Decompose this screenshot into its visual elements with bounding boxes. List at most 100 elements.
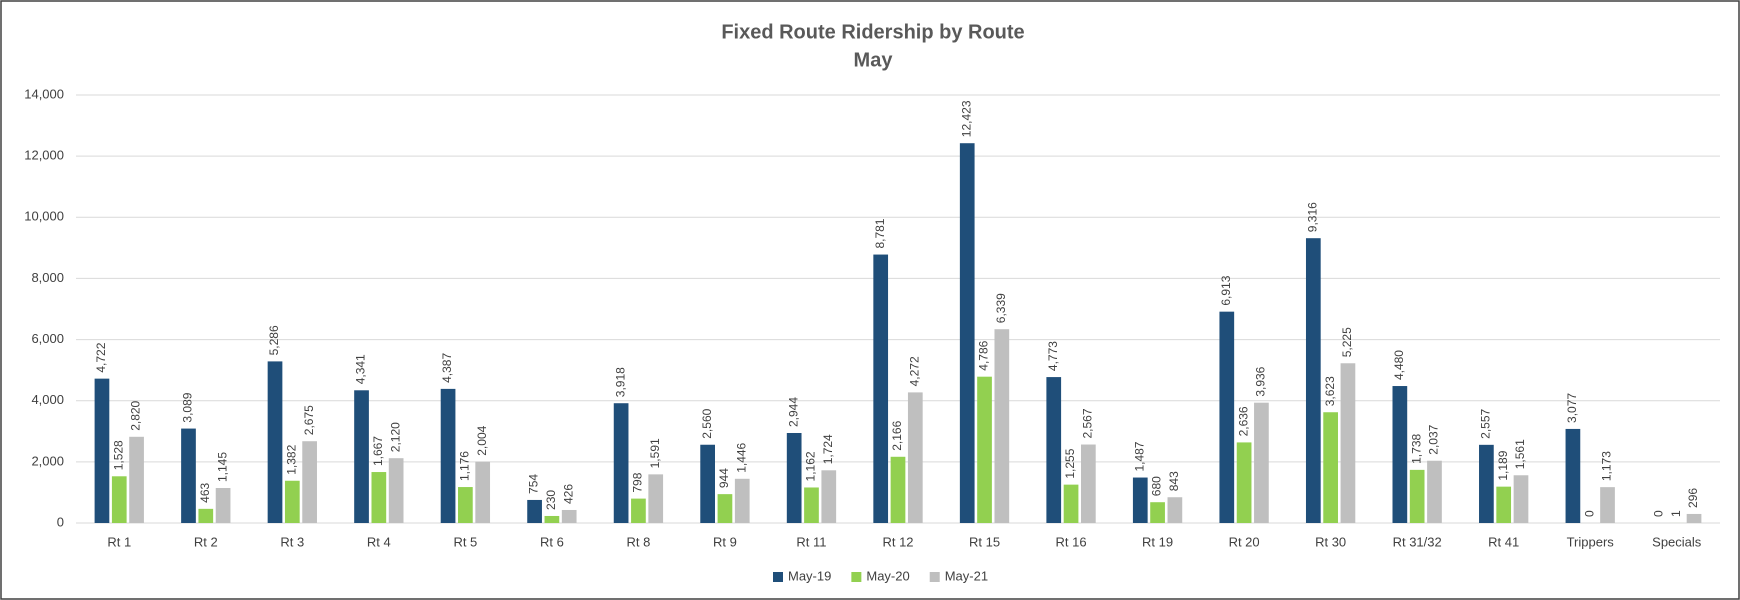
x-tick-label: Rt 8 [626, 534, 650, 549]
data-label: 1,738 [1409, 434, 1423, 464]
y-tick-label: 10,000 [24, 209, 64, 224]
bar [959, 143, 975, 524]
data-label: 4,786 [977, 340, 991, 370]
data-label: 1,528 [111, 440, 125, 470]
bar [1427, 460, 1442, 523]
data-label: 2,037 [1427, 424, 1441, 454]
data-label: 944 [717, 468, 731, 488]
x-tick-label: Specials [1652, 534, 1702, 549]
x-tick-label: Rt 16 [1056, 534, 1087, 549]
data-label: 1,667 [371, 436, 385, 466]
data-label: 1 [1669, 510, 1683, 517]
x-tick-label: Rt 41 [1488, 534, 1519, 549]
data-label: 2,560 [700, 408, 714, 438]
bar [1150, 502, 1165, 523]
bar [1513, 475, 1529, 523]
bar [1236, 442, 1252, 523]
bar [267, 361, 283, 523]
bar [458, 487, 473, 523]
data-label: 680 [1150, 476, 1164, 496]
bar [1496, 486, 1512, 523]
data-label: 2,675 [302, 405, 316, 435]
x-tick-label: Trippers [1567, 534, 1615, 549]
data-label: 230 [544, 490, 558, 510]
data-label: 1,255 [1063, 448, 1077, 478]
data-label: 6,339 [994, 293, 1008, 323]
data-label: 1,176 [458, 451, 472, 481]
bar [821, 470, 837, 523]
bar [907, 392, 923, 523]
x-tick-label: Rt 12 [882, 534, 913, 549]
data-label: 798 [631, 472, 645, 492]
data-label: 1,724 [821, 434, 835, 464]
bar [994, 329, 1010, 523]
data-label: 1,561 [1513, 439, 1527, 469]
bar [544, 515, 560, 523]
bar [1254, 402, 1269, 523]
bar [1340, 363, 1356, 523]
data-label: 0 [1582, 510, 1596, 517]
bar [1081, 444, 1096, 523]
data-label: 1,382 [284, 444, 298, 474]
bar [631, 498, 646, 523]
data-label: 2,820 [129, 400, 143, 430]
bar [804, 487, 819, 523]
bar [1392, 386, 1408, 523]
y-tick-label: 6,000 [31, 331, 64, 346]
bar [371, 472, 387, 523]
data-label: 4,272 [907, 356, 921, 386]
chart-title: Fixed Route Ridership by Route [721, 21, 1024, 43]
bar [717, 494, 733, 523]
data-label: 6,913 [1219, 275, 1233, 305]
data-label: 5,286 [267, 325, 281, 355]
data-label: 4,722 [94, 342, 108, 372]
bar [129, 436, 144, 523]
bar [977, 376, 992, 523]
bar [1409, 469, 1425, 523]
data-label: 843 [1167, 471, 1181, 491]
legend-label: May-20 [866, 568, 909, 583]
x-tick-label: Rt 19 [1142, 534, 1173, 549]
data-label: 2,557 [1479, 408, 1493, 438]
x-tick-label: Rt 4 [367, 534, 391, 549]
x-tick-label: Rt 20 [1229, 534, 1260, 549]
y-tick-label: 12,000 [24, 148, 64, 163]
data-label: 9,316 [1305, 202, 1319, 232]
bar [613, 403, 629, 523]
x-tick-label: Rt 31/32 [1393, 534, 1442, 549]
bar [1305, 238, 1321, 523]
bar [527, 499, 542, 523]
legend-label: May-19 [788, 568, 831, 583]
bar [1565, 428, 1581, 523]
data-label: 5,225 [1340, 327, 1354, 357]
bar [94, 378, 110, 523]
bar [198, 508, 214, 523]
data-label: 3,936 [1254, 366, 1268, 396]
bar [1600, 487, 1615, 523]
y-tick-label: 8,000 [31, 270, 64, 285]
data-label: 1,487 [1132, 441, 1146, 471]
bar [1063, 484, 1079, 523]
x-tick-label: Rt 3 [280, 534, 304, 549]
bar [1167, 497, 1183, 523]
bar [1686, 513, 1702, 523]
data-label: 4,387 [440, 353, 454, 383]
data-label: 3,089 [181, 392, 195, 422]
x-tick-label: Rt 2 [194, 534, 218, 549]
y-tick-label: 2,000 [31, 453, 64, 468]
x-tick-label: Rt 5 [453, 534, 477, 549]
data-label: 2,004 [475, 425, 489, 455]
x-tick-label: Rt 11 [796, 534, 826, 549]
data-label: 1,446 [734, 442, 748, 472]
bar [890, 456, 906, 523]
y-tick-label: 4,000 [31, 392, 64, 407]
bar [475, 461, 491, 523]
data-label: 12,423 [959, 100, 973, 137]
bar [284, 480, 300, 523]
legend-swatch [929, 572, 940, 582]
data-label: 3,077 [1565, 393, 1579, 423]
legend-label: May-21 [945, 568, 988, 583]
data-label: 2,120 [388, 422, 402, 452]
data-label: 2,636 [1236, 406, 1250, 436]
